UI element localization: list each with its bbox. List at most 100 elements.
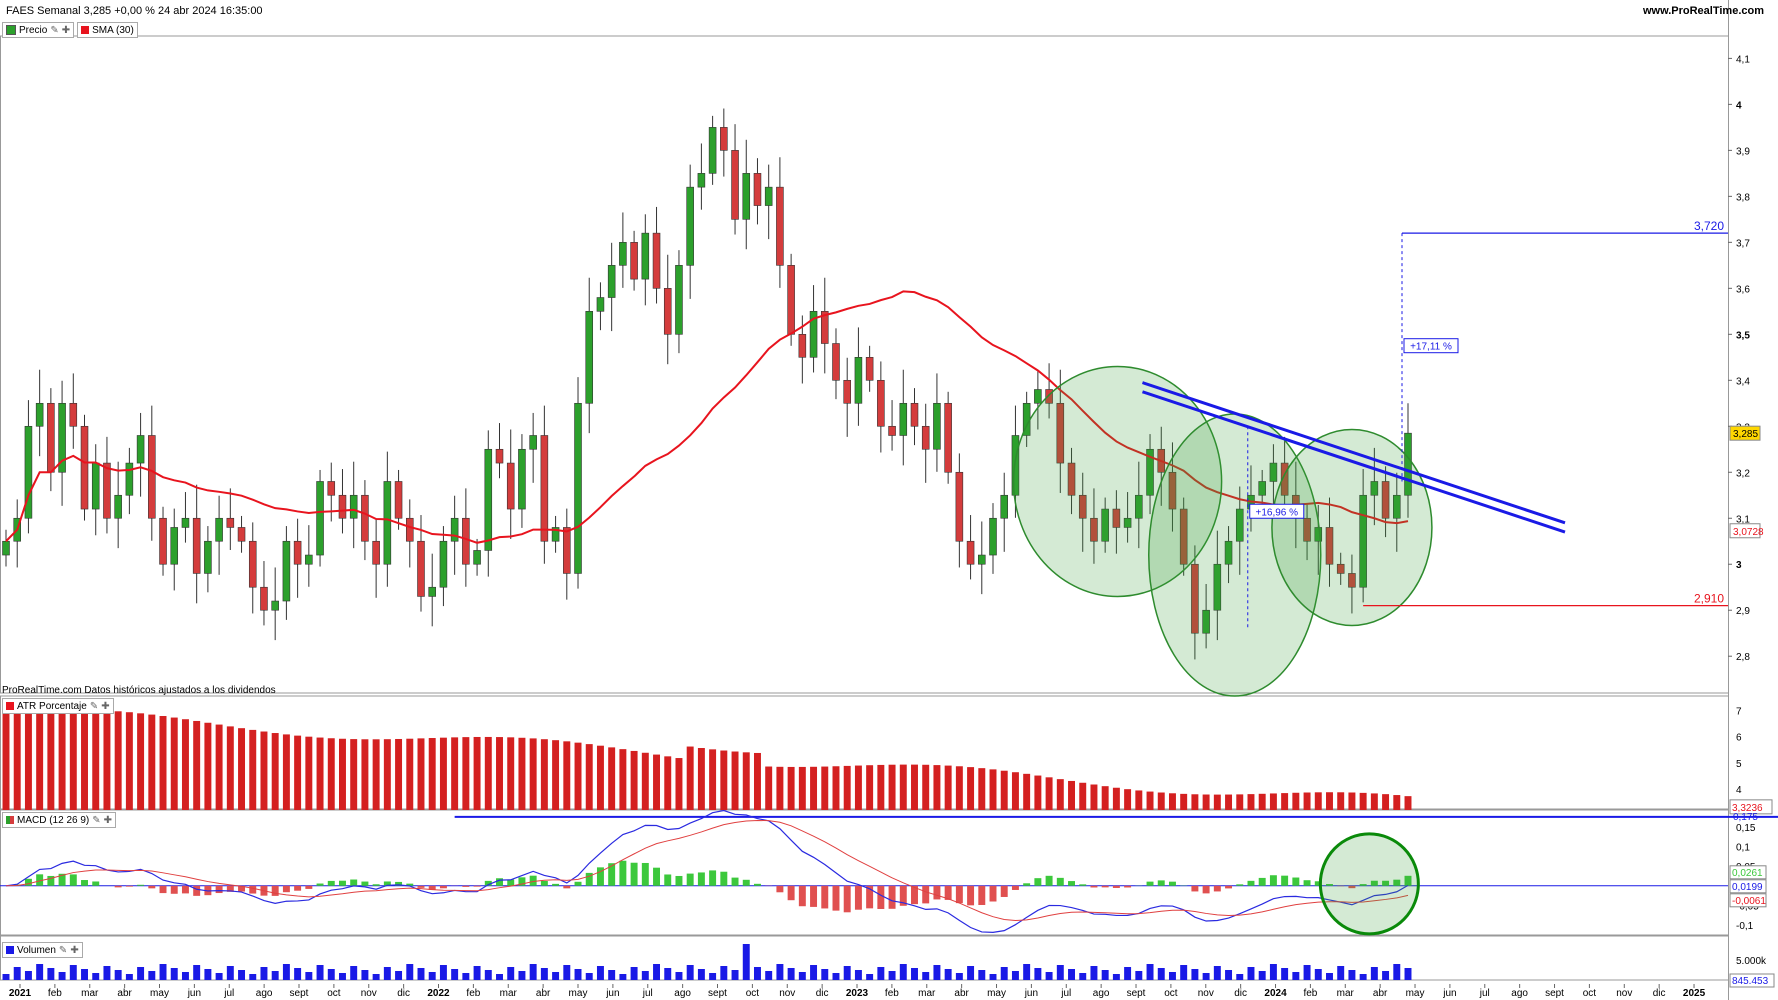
macd-tag-label: 0,0261 [1732,868,1763,879]
candle-up [551,527,560,542]
legend-atr[interactable]: ATR Porcentaje ✎ ✚ [2,698,114,714]
macd-level-label: 0,175 [1733,812,1758,823]
volume-bar [765,971,773,980]
candle [966,515,975,580]
candle [58,380,66,506]
x-tick-label: jun [605,988,619,999]
atr-bar [316,737,324,810]
x-tick-label: jul [223,988,234,999]
atr-bar [249,729,257,810]
panel-frames [0,0,1729,1000]
x-tick-label: sept [708,988,727,999]
wrench-icon[interactable]: ✎ [89,700,99,712]
atr-bar [350,739,358,810]
x-tick-label: sept [1127,988,1146,999]
volume-bar [529,964,537,980]
macd-hist-bar [372,884,380,886]
plus-icon[interactable]: ✚ [103,814,113,826]
candle [630,230,638,291]
x-axis: 2021 feb mar abr may jun jul ago sept oct nov dic 20… [9,984,1706,999]
macd-hist-bar [1326,884,1333,886]
volume-bar [1337,966,1345,980]
macd-panel[interactable] [0,809,1778,936]
x-tick-label: jun [187,988,201,999]
price-tick-label: 3,5 [1736,330,1750,341]
candle-up [305,554,313,565]
candle-up [91,462,100,510]
legend-volumen[interactable]: Volumen ✎ ✚ [2,942,83,958]
candle [697,143,706,210]
atr-bar [911,764,918,810]
macd-hist-bar [1068,881,1075,886]
volume-bar [944,969,952,980]
candle-down [1348,573,1356,588]
volume-bar [1348,970,1356,980]
macd-hist-bar [1011,885,1019,890]
candle-down [888,425,896,436]
wrench-icon[interactable]: ✎ [58,944,68,956]
plus-icon[interactable]: ✚ [70,944,79,956]
macd-hist-bar [226,885,234,892]
macd-hist-bar [81,880,88,886]
wrench-icon[interactable]: ✎ [50,24,59,36]
brand-link[interactable]: www.ProRealTime.com [1642,5,1764,17]
atr-bar [978,768,986,810]
atr-bar [484,736,492,810]
candle [80,414,89,521]
candle-icon [6,25,16,35]
candle-up [518,448,526,510]
volume-bar [1247,967,1255,980]
candle [495,423,504,479]
volume-panel[interactable] [2,944,1412,980]
plus-icon[interactable]: ✚ [61,24,71,36]
candle [1078,472,1087,552]
volume-bar [1124,967,1132,980]
volume-bar [866,974,874,980]
volume-bar [563,965,571,980]
macd-hist-bar [406,883,414,886]
legend-macd[interactable]: MACD (12 26 9) ✎ ✚ [2,812,117,828]
candle [1235,486,1244,575]
macd-hist-bar [922,885,930,904]
candle [69,373,78,449]
candle [563,508,571,600]
atr-tick-label: 4 [1736,785,1742,796]
atr-bar [339,738,346,810]
macd-hist-bar [215,885,223,894]
volume-bar [24,971,32,980]
atr-bar [596,745,604,810]
volume-bar [1068,969,1075,980]
volume-bar [271,971,279,980]
candle [607,242,616,332]
macd-hist-bar [395,881,403,886]
candle [405,499,414,568]
candle-down [1280,462,1289,496]
atr-bar [114,711,122,810]
candle [753,158,762,225]
price-panel[interactable]: 3,720 2,910 +16,96 % +17,11 % [2,108,1728,697]
volume-bar [372,974,380,980]
volume-bar [462,973,470,980]
candle-down [1078,494,1087,519]
macd-hist-bar [596,867,604,886]
candle [1393,472,1401,552]
candle-down [1056,402,1065,464]
legend-precio[interactable]: Precio ✎ ✚ [2,22,75,38]
candle-up [989,517,997,556]
candle-down [260,586,268,611]
candle-down [338,494,347,519]
legend-sma[interactable]: SMA (30) [77,22,138,38]
x-tick-label: feb [1303,988,1317,999]
chart-title: FAES Semanal 3,285 +0,00 % 24 abr 2024 1… [6,5,263,17]
candle-down [226,517,235,528]
panel-border [0,808,1729,936]
candle-up [439,540,448,588]
plus-icon[interactable]: ✚ [101,700,110,712]
wrench-icon[interactable]: ✎ [92,814,101,826]
atr-bar [1079,782,1087,810]
x-tick-label: feb [885,988,899,999]
price-tag [1729,523,1761,539]
atr-panel[interactable] [2,709,1412,810]
candle [518,434,526,528]
